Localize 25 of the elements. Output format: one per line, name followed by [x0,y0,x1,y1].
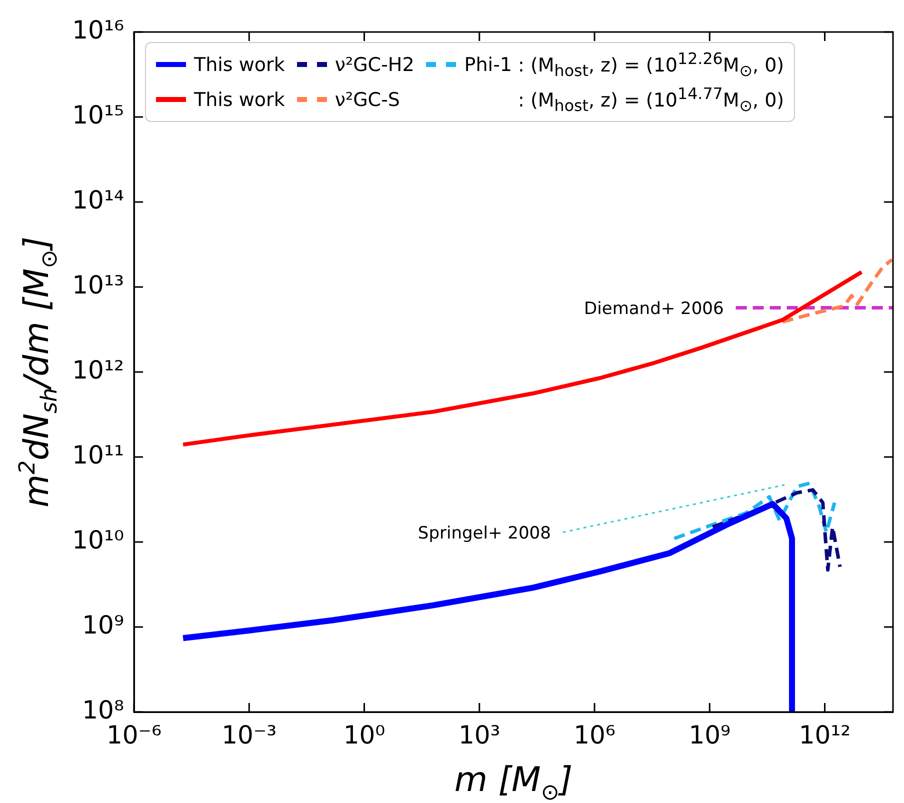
legend-label: ν²GC-S [334,88,400,111]
y-tick-label: 10¹⁶ [72,16,124,44]
y-tick-label: 10¹⁰ [72,526,124,554]
annotation: Springel+ 2008 [418,523,551,544]
x-tick-label: 10⁶ [574,720,616,750]
y-tick-label: 10¹⁴ [72,186,124,214]
legend-label: This work [194,88,285,111]
legend-label: This work [194,54,285,76]
y-tick-label: 10¹⁵ [72,100,124,130]
y-tick-label: 10¹¹ [72,440,124,470]
y-axis-title: m2dNsh/dm [M⊙] [14,236,62,508]
x-axis-title: m [M⊙] [454,760,573,803]
legend-label: ν²GC-H2 [334,54,414,76]
x-tick-label: 10³ [458,720,500,750]
annotation: : (M$_{host}$, z) = (10$^{14.77}$M$_{⊙}$, 0) [518,84,784,116]
x-tick-label: 10⁻³ [222,720,277,750]
y-tick-label: 10¹³ [72,270,124,300]
x-tick-label: 10¹² [798,720,851,750]
y-tick-label: 10¹² [72,356,124,384]
annotation: Diemand+ 2006 [584,298,724,319]
x-tick-label: 10⁹ [688,720,731,750]
y-tick-label: 10⁹ [82,610,124,640]
legend-label: Phi-1 [464,54,512,76]
annotation: : (M$_{host}$, z) = (10$^{12.26}$M$_{⊙}$, 0) [518,49,784,80]
x-tick-label: 10⁰ [343,720,386,750]
